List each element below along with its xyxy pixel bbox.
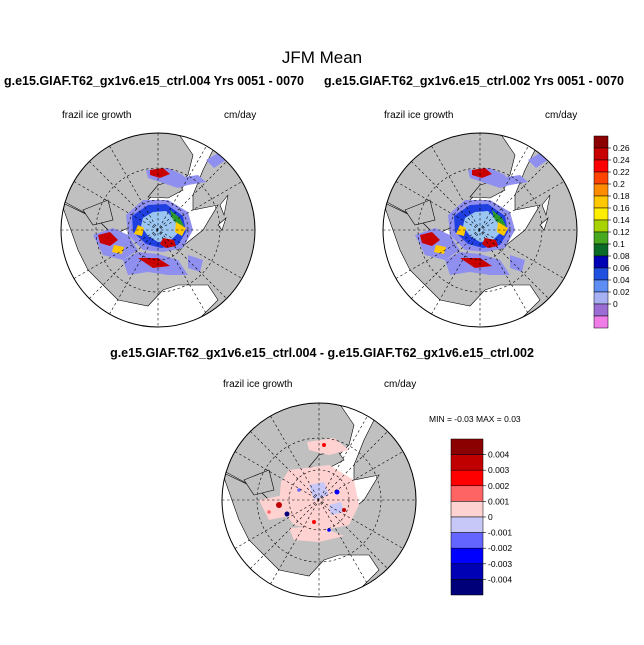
colorbar-main-tick-label: 0.14 <box>613 215 630 225</box>
colorbar-main-swatch <box>593 219 609 233</box>
colorbar-main-tick-label: 0.26 <box>613 143 630 153</box>
panel-2-case-title: g.e15.GIAF.T62_gx1v6.e15_ctrl.002 Yrs 00… <box>324 74 624 88</box>
colorbar-main-tick-label: 0.2 <box>613 179 625 189</box>
colorbar-difference-swatch <box>450 516 484 533</box>
panel-1-units-label: cm/day <box>224 110 257 121</box>
panel-1-variable-label: frazil ice growth <box>62 110 132 121</box>
polar-map-panel-2 <box>382 132 578 328</box>
colorbar-main-swatch <box>593 147 609 161</box>
colorbar-main-swatch <box>593 279 609 293</box>
colorbar-difference-swatch <box>450 579 484 596</box>
colorbar-main-swatch <box>593 315 609 329</box>
colorbar-main-tick-label: 0.06 <box>613 263 630 273</box>
colorbar-difference-tick-label: 0.001 <box>488 496 510 506</box>
colorbar-main-swatch <box>593 231 609 245</box>
colorbar-difference-tick-label: 0.004 <box>488 450 510 460</box>
colorbar-main-swatch <box>593 195 609 209</box>
colorbar-main-tick-label: 0.18 <box>613 191 630 201</box>
colorbar-difference-tick-label: -0.001 <box>488 528 512 538</box>
polar-map-difference <box>221 402 417 598</box>
colorbar-difference-swatch <box>450 532 484 549</box>
colorbar-main: 0.26 0.24 0.22 0.2 0.18 0.16 0.14 0.12 0.1 0.08 0.… <box>593 135 630 329</box>
panel-1-case-title: g.e15.GIAF.T62_gx1v6.e15_ctrl.004 Yrs 00… <box>4 74 304 88</box>
colorbar-main-tick-label: 0.24 <box>613 155 630 165</box>
colorbar-main-tick-label: 0.12 <box>613 227 630 237</box>
min-max-label: MIN = -0.03 MAX = 0.03 <box>429 414 521 424</box>
colorbar-difference-swatch <box>450 563 484 580</box>
polar-map-panel-1 <box>60 132 256 328</box>
colorbar-main-tick-label: 0.04 <box>613 275 630 285</box>
colorbar-main-swatch <box>593 159 609 173</box>
colorbar-difference-swatch <box>450 485 484 502</box>
colorbar-main-swatch <box>593 171 609 185</box>
colorbar-difference-tick-label: -0.004 <box>488 574 512 584</box>
colorbar-main-tick-label: 0.02 <box>613 287 630 297</box>
colorbar-difference-tick-label: -0.003 <box>488 559 512 569</box>
figure-title: JFM Mean <box>281 48 363 67</box>
colorbar-difference-swatch <box>450 438 484 455</box>
panel-3-variable-label: frazil ice growth <box>223 379 293 390</box>
colorbar-main-tick-label: 0.22 <box>613 167 630 177</box>
colorbar-main-tick-label: 0.1 <box>613 239 625 249</box>
colorbar-difference-swatch <box>450 501 484 518</box>
colorbar-main-swatch <box>593 183 609 197</box>
colorbar-main-swatch <box>593 135 609 149</box>
colorbar-main-swatch <box>593 207 609 221</box>
colorbar-difference-tick-label: 0.002 <box>488 481 510 491</box>
colorbar-difference-tick-label: 0 <box>488 512 493 522</box>
colorbar-difference-swatch <box>450 547 484 565</box>
panel-2-units-label: cm/day <box>545 110 578 121</box>
colorbar-difference-swatch <box>450 469 484 487</box>
colorbar-main-tick-label: 0.16 <box>613 203 630 213</box>
colorbar-main-tick-label: 0.08 <box>613 251 630 261</box>
colorbar-main-swatch <box>593 267 609 281</box>
difference-title: g.e15.GIAF.T62_gx1v6.e15_ctrl.004 - g.e1… <box>110 346 534 360</box>
panel-3-units-label: cm/day <box>384 379 417 390</box>
colorbar-main-tick-label: 0 <box>613 299 618 309</box>
colorbar-difference-tick-label: 0.003 <box>488 465 510 475</box>
colorbar-main-swatch <box>593 291 609 305</box>
colorbar-difference-swatch <box>450 454 484 471</box>
colorbar-difference: 0.004 0.003 0.002 0.001 0 -0.001 -0.002 -0.003 -… <box>450 438 512 596</box>
colorbar-difference-tick-label: -0.002 <box>488 543 512 553</box>
colorbar-main-swatch <box>593 243 609 257</box>
colorbar-main-swatch <box>593 303 609 317</box>
colorbar-main-swatch <box>593 255 609 269</box>
panel-2-variable-label: frazil ice growth <box>384 110 454 121</box>
